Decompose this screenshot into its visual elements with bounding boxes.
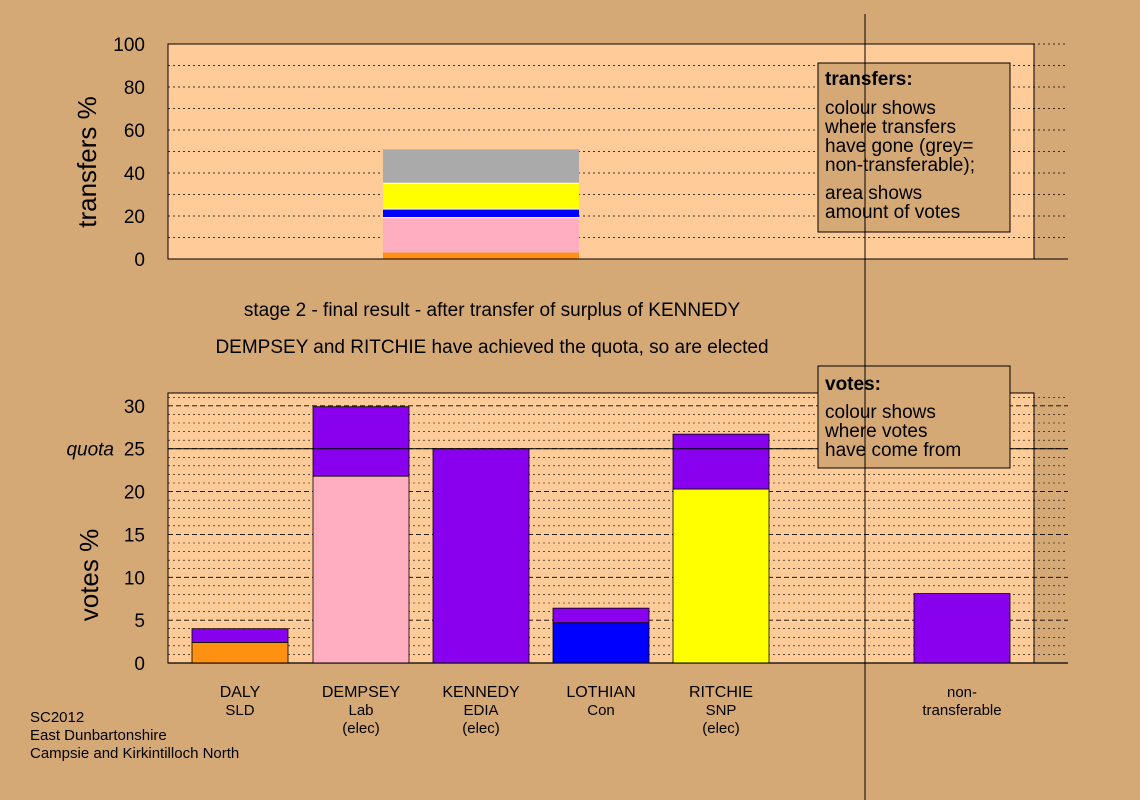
votes-plot-frame (167, 392, 1035, 664)
votes-y-tick-label: 25 (124, 440, 145, 461)
votes-y-tick-label: 15 (124, 525, 145, 546)
category-label: DEMPSEY (322, 684, 401, 701)
category-label: (elec) (462, 720, 500, 737)
votes-legend: votes: colour shows where votes have com… (817, 365, 1011, 469)
category-label: SNP (706, 702, 737, 719)
result-caption: DEMPSEY and RITCHIE have achieved the qu… (215, 337, 768, 358)
votes-legend-title: votes: (825, 374, 881, 395)
transfers-bar-segment (383, 217, 579, 219)
votes-bar-segment (672, 433, 770, 490)
transfers-legend-line: where transfers (824, 117, 956, 138)
transfers-y-axis-label: transfers % (72, 96, 102, 228)
votes-bar-segment (552, 622, 650, 664)
transfers-bar-segment (383, 183, 579, 209)
transfers-bar-segment (383, 252, 579, 259)
votes-y-axis-label: votes % (74, 529, 104, 622)
category-label: EDIA (463, 702, 498, 719)
transfers-legend-title: transfers: (825, 69, 913, 90)
votes-y-tick-label: 10 (124, 568, 145, 589)
transfers-bar-segment (383, 182, 579, 184)
category-label: RITCHIE (689, 684, 753, 701)
votes-y-tick-label: 5 (134, 611, 145, 632)
category-label: KENNEDY (442, 684, 520, 701)
transfers-y-tick-label: 80 (124, 78, 145, 99)
category-label: (elec) (342, 720, 380, 737)
votes-bar-segment (432, 448, 530, 664)
votes-bar-segment (312, 406, 410, 477)
category-label: Lab (348, 702, 373, 719)
transfers-y-tick-label: 40 (124, 164, 145, 185)
category-label: LOTHIAN (566, 684, 635, 701)
transfers-legend-box (817, 62, 1011, 233)
transfers-legend-line: area shows (825, 183, 922, 204)
category-label: transferable (922, 702, 1001, 719)
category-label: SLD (225, 702, 254, 719)
votes-y-tick-label: 0 (134, 654, 145, 675)
footer-line: SC2012 (30, 709, 84, 726)
footer-line: East Dunbartonshire (30, 727, 167, 744)
transfers-bar-segment (383, 208, 579, 210)
votes-y-ticks: 0 5 10 15 20 25 30 (124, 397, 145, 675)
transfers-y-tick-label: 20 (124, 207, 145, 228)
votes-bar-segment (191, 642, 289, 664)
transfers-legend-line: amount of votes (825, 202, 960, 223)
transfers-plot-frame (167, 43, 1035, 260)
transfers-y-tick-label: 60 (124, 121, 145, 142)
votes-legend-line: where votes (824, 421, 927, 442)
transfers-bar-segment (383, 218, 579, 253)
transfers-y-tick-label: 0 (134, 250, 145, 271)
votes-legend-box (817, 365, 1011, 469)
category-label: (elec) (702, 720, 740, 737)
votes-legend-line: colour shows (825, 402, 936, 423)
transfers-legend: transfers: colour shows where transfers … (817, 62, 1011, 233)
stage-caption: stage 2 - final result - after transfer … (244, 300, 741, 321)
votes-bar-segment (191, 628, 289, 643)
footer-line: Campsie and Kirkintilloch North (30, 745, 239, 762)
category-label: non- (947, 684, 977, 701)
votes-bars (191, 406, 1011, 664)
transfers-bar-segment (383, 149, 579, 183)
transfers-bar-segment (383, 209, 579, 218)
votes-y-tick-label: 30 (124, 397, 145, 418)
votes-bar-segment (552, 607, 650, 624)
votes-bar-segment (312, 475, 410, 664)
transfers-legend-line: have gone (grey= (825, 136, 973, 157)
quota-label: quota (66, 440, 114, 461)
transfers-y-tick-label: 100 (113, 35, 145, 56)
votes-category-labels: DALYSLDDEMPSEYLab(elec)KENNEDYEDIA(elec)… (220, 684, 1002, 737)
transfers-y-ticks: 0 20 40 60 80 100 (113, 35, 145, 271)
votes-y-tick-label: 20 (124, 483, 145, 504)
votes-bar-segment (672, 488, 770, 664)
votes-legend-line: have come from (825, 440, 961, 461)
transfers-legend-line: colour shows (825, 98, 936, 119)
transfers-bar (383, 149, 579, 259)
category-label: Con (587, 702, 615, 719)
transfers-chart: 0 20 40 60 80 100 transfers % transfers: colo… (72, 35, 1068, 271)
votes-bar-segment (913, 593, 1011, 664)
category-label: DALY (220, 684, 261, 701)
transfers-legend-line: non-transferable); (825, 155, 975, 176)
